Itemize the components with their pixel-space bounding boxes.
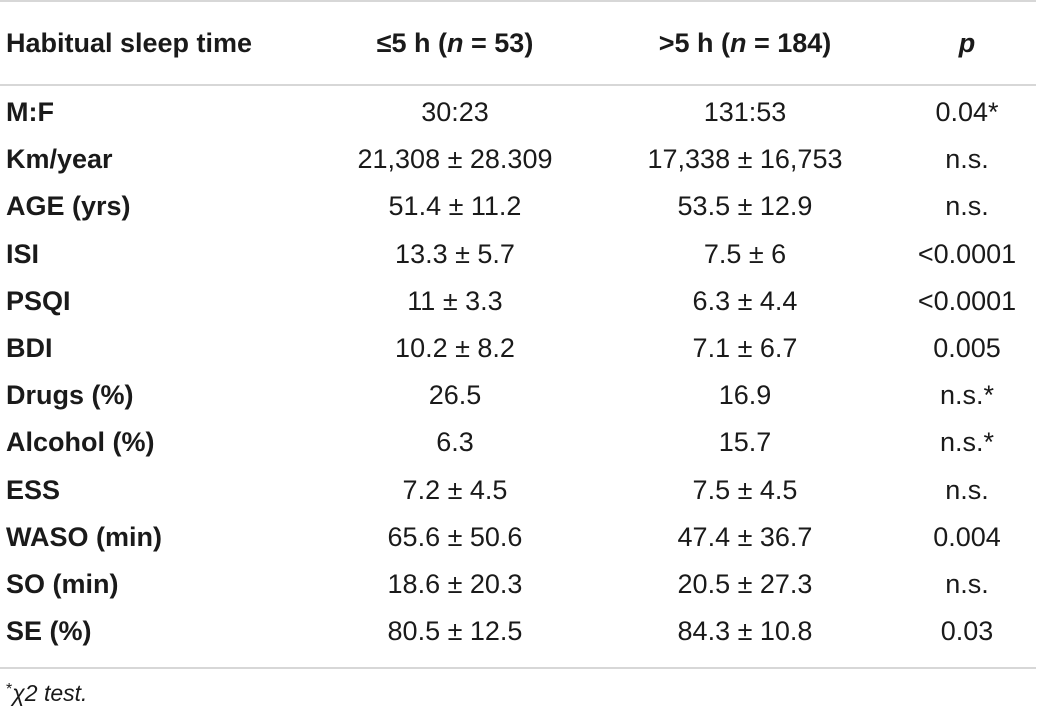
header-long-sleep-suffix: = 184) [746, 28, 832, 58]
table-row: AGE (yrs) 51.4 ± 11.2 53.5 ± 12.9 n.s. [0, 183, 1036, 230]
table-row: SE (%) 80.5 ± 12.5 84.3 ± 10.8 0.03 [0, 608, 1036, 655]
row-short-sleep-value: 80.5 ± 12.5 [387, 616, 523, 646]
table-row: PSQI 11 ± 3.3 6.3 ± 4.4 <0.0001 [0, 278, 1036, 325]
header-long-sleep: >5 h (n = 184) [590, 18, 900, 68]
row-long-sleep-value: 7.5 ± 4.5 [692, 475, 798, 505]
row-label: ESS [6, 475, 61, 505]
table-row: ISI 13.3 ± 5.7 7.5 ± 6 <0.0001 [0, 231, 1036, 278]
row-short-sleep-value: 21,308 ± 28.309 [357, 144, 553, 174]
table-row: ESS 7.2 ± 4.5 7.5 ± 4.5 n.s. [0, 467, 1036, 514]
row-label: Km/year [6, 144, 113, 174]
table-row: M:F 30:23 131:53 0.04* [0, 89, 1036, 136]
row-p-value: 0.03 [940, 616, 994, 646]
table-row: SO (min) 18.6 ± 20.3 20.5 ± 27.3 n.s. [0, 561, 1036, 608]
row-long-sleep-value: 6.3 ± 4.4 [692, 286, 798, 316]
row-short-sleep-value: 7.2 ± 4.5 [402, 475, 508, 505]
row-long-sleep-value: 17,338 ± 16,753 [647, 144, 843, 174]
row-short-sleep-value: 65.6 ± 50.6 [387, 522, 523, 552]
row-p-value: <0.0001 [917, 239, 1017, 269]
table-footnote: *χ2 test. [6, 680, 87, 707]
footnote-text: χ2 test. [12, 680, 88, 706]
row-long-sleep-value: 53.5 ± 12.9 [677, 191, 813, 221]
row-label: SO (min) [6, 569, 119, 599]
header-short-sleep-prefix: ≤5 h ( [376, 28, 448, 58]
header-short-sleep-suffix: = 53) [463, 28, 534, 58]
row-p-value: 0.004 [933, 522, 1001, 552]
header-habitual-sleep-time: Habitual sleep time [6, 28, 253, 58]
row-label: BDI [6, 333, 53, 363]
table-row: Km/year 21,308 ± 28.309 17,338 ± 16,753 n.s… [0, 136, 1036, 183]
row-short-sleep-value: 18.6 ± 20.3 [387, 569, 523, 599]
row-long-sleep-value: 20.5 ± 27.3 [677, 569, 813, 599]
table-row: BDI 10.2 ± 8.2 7.1 ± 6.7 0.005 [0, 325, 1036, 372]
row-label: PSQI [6, 286, 71, 316]
row-p-value: n.s. [945, 569, 989, 599]
table-bottom-rule [0, 667, 1036, 669]
row-long-sleep-value: 47.4 ± 36.7 [677, 522, 813, 552]
row-long-sleep-value: 15.7 [718, 427, 772, 457]
row-p-value: <0.0001 [917, 286, 1017, 316]
table-header-rule [0, 84, 1036, 86]
row-long-sleep-value: 7.1 ± 6.7 [692, 333, 798, 363]
header-long-sleep-prefix: >5 h ( [658, 28, 730, 58]
row-p-value: n.s.* [939, 427, 995, 457]
row-p-value: n.s. [945, 144, 989, 174]
row-long-sleep-value: 7.5 ± 6 [703, 239, 787, 269]
row-label: WASO (min) [6, 522, 162, 552]
row-label: M:F [6, 97, 54, 127]
header-long-sleep-n: n [729, 28, 747, 58]
header-short-sleep-n: n [447, 28, 464, 58]
row-long-sleep-value: 84.3 ± 10.8 [677, 616, 813, 646]
row-p-value: 0.04* [935, 97, 999, 127]
row-p-value: n.s. [945, 475, 989, 505]
row-long-sleep-value: 16.9 [718, 380, 772, 410]
table-row: Alcohol (%) 6.3 15.7 n.s.* [0, 419, 1036, 466]
table-top-rule [0, 0, 1036, 2]
row-p-value: 0.005 [933, 333, 1001, 363]
table-row: WASO (min) 65.6 ± 50.6 47.4 ± 36.7 0.004 [0, 514, 1036, 561]
row-short-sleep-value: 10.2 ± 8.2 [395, 333, 515, 363]
row-short-sleep-value: 13.3 ± 5.7 [395, 239, 515, 269]
header-short-sleep: ≤5 h (n = 53) [300, 18, 610, 68]
row-short-sleep-value: 6.3 [436, 427, 474, 457]
row-short-sleep-value: 26.5 [428, 380, 482, 410]
row-short-sleep-value: 11 ± 3.3 [407, 286, 503, 316]
row-label: AGE (yrs) [6, 191, 131, 221]
row-p-value: n.s.* [939, 380, 995, 410]
row-short-sleep-value: 30:23 [421, 97, 489, 127]
row-long-sleep-value: 131:53 [703, 97, 787, 127]
row-label: Drugs (%) [6, 380, 134, 410]
row-short-sleep-value: 51.4 ± 11.2 [388, 191, 522, 221]
footnote-marker: * [6, 681, 13, 698]
row-label: ISI [6, 239, 40, 269]
row-label: SE (%) [6, 616, 92, 646]
row-label: Alcohol (%) [6, 427, 155, 457]
header-p-value: p [958, 28, 976, 58]
row-p-value: n.s. [945, 191, 989, 221]
table-header-row: Habitual sleep time ≤5 h (n = 53) >5 h (… [0, 18, 1036, 68]
table-row: Drugs (%) 26.5 16.9 n.s.* [0, 372, 1036, 419]
